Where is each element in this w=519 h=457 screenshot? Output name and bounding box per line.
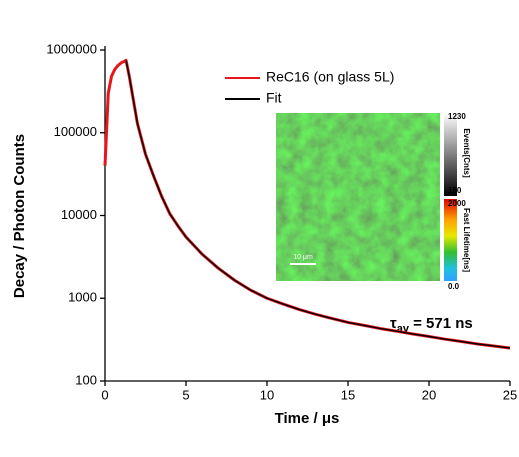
inset: 10 μm 1230 150 2000 0.0 Events[Cnts] Fas… <box>276 112 471 291</box>
x-tick-label: 10 <box>260 387 274 402</box>
lifetime-colorbar <box>444 199 457 281</box>
intensity-label: Events[Cnts] <box>462 128 471 178</box>
x-tick-label: 5 <box>182 387 189 402</box>
y-tick-label: 1000000 <box>46 41 97 56</box>
x-tick-label: 0 <box>101 387 108 402</box>
y-tick-label: 100 <box>75 372 97 387</box>
lifetime-max: 2000 <box>448 199 466 208</box>
y-tick-label: 10000 <box>61 207 97 222</box>
lifetime-min: 0.0 <box>448 282 460 291</box>
lifetime-label: Fast Lifetime[ns] <box>462 208 471 272</box>
scale-bar-label: 10 μm <box>293 254 313 261</box>
chart: 10 μm 1230 150 2000 0.0 Events[Cnts] Fas… <box>0 0 519 452</box>
x-tick-label: 20 <box>422 387 436 402</box>
intensity-colorbar <box>444 113 457 196</box>
legend-label: Fit <box>266 90 282 106</box>
intensity-min: 150 <box>448 186 462 195</box>
y-tick-label: 1000 <box>68 290 97 305</box>
legend-label: ReC16 (on glass 5L) <box>266 69 394 85</box>
x-tick-label: 25 <box>503 387 517 402</box>
intensity-max: 1230 <box>448 112 466 121</box>
y-tick-label: 100000 <box>54 124 97 139</box>
x-axis-label: Time / μs <box>275 410 340 427</box>
x-tick-label: 15 <box>341 387 355 402</box>
y-axis-label: Decay / Photon Counts <box>11 134 28 298</box>
annotation-text: = 571 ns <box>409 315 473 332</box>
